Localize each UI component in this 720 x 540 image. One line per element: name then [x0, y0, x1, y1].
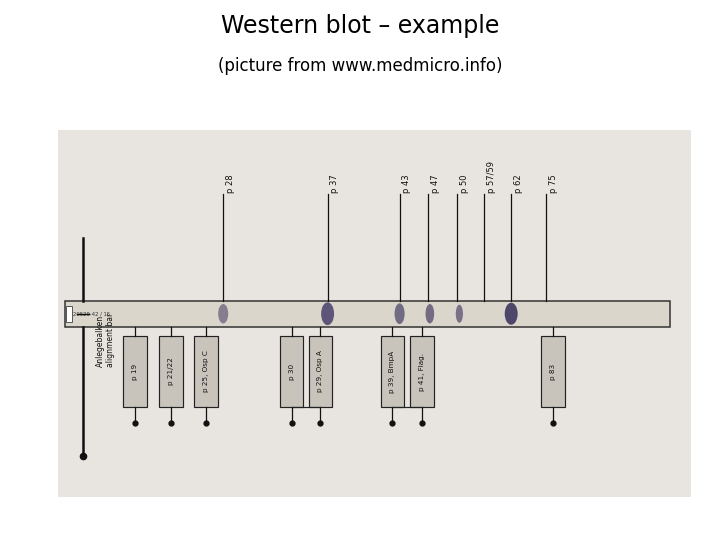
- Text: 20529-42 / 15: 20529-42 / 15: [73, 311, 111, 316]
- Text: p 57/59: p 57/59: [487, 161, 496, 193]
- Text: p 28: p 28: [226, 175, 235, 193]
- Bar: [541, 336, 565, 407]
- Bar: [381, 336, 405, 407]
- Text: p 83: p 83: [550, 363, 556, 380]
- Bar: [280, 336, 304, 407]
- Text: p 75: p 75: [549, 175, 557, 193]
- Text: p 25, Osp C: p 25, Osp C: [203, 350, 209, 393]
- Bar: [308, 336, 332, 407]
- Ellipse shape: [456, 305, 463, 323]
- Ellipse shape: [505, 303, 518, 325]
- Ellipse shape: [218, 304, 228, 323]
- Text: Anlegebalken
alignment bar: Anlegebalken alignment bar: [96, 313, 115, 367]
- Text: p 47: p 47: [431, 175, 440, 193]
- Bar: [158, 336, 183, 407]
- Text: p 21/22: p 21/22: [168, 357, 174, 386]
- Text: p 30: p 30: [289, 363, 294, 380]
- Text: p 19: p 19: [132, 363, 138, 380]
- Text: p 62: p 62: [514, 175, 523, 193]
- Ellipse shape: [321, 302, 334, 325]
- Text: (picture from www.medmicro.info): (picture from www.medmicro.info): [217, 57, 503, 75]
- Ellipse shape: [426, 304, 434, 323]
- Text: p 39, BmpA: p 39, BmpA: [390, 350, 395, 393]
- Text: Western blot – example: Western blot – example: [221, 14, 499, 37]
- Bar: [410, 336, 434, 407]
- Text: p 50: p 50: [460, 175, 469, 193]
- Bar: [194, 336, 217, 407]
- Text: p 29, Osp A: p 29, Osp A: [318, 350, 323, 393]
- Bar: [124, 336, 147, 407]
- Ellipse shape: [395, 303, 405, 324]
- Bar: [58, 130, 691, 497]
- Text: p 41, Flag.: p 41, Flag.: [419, 353, 425, 390]
- Text: p 37: p 37: [330, 174, 340, 193]
- Bar: [65, 301, 670, 327]
- Text: p 43: p 43: [402, 175, 412, 193]
- Bar: [66, 306, 72, 321]
